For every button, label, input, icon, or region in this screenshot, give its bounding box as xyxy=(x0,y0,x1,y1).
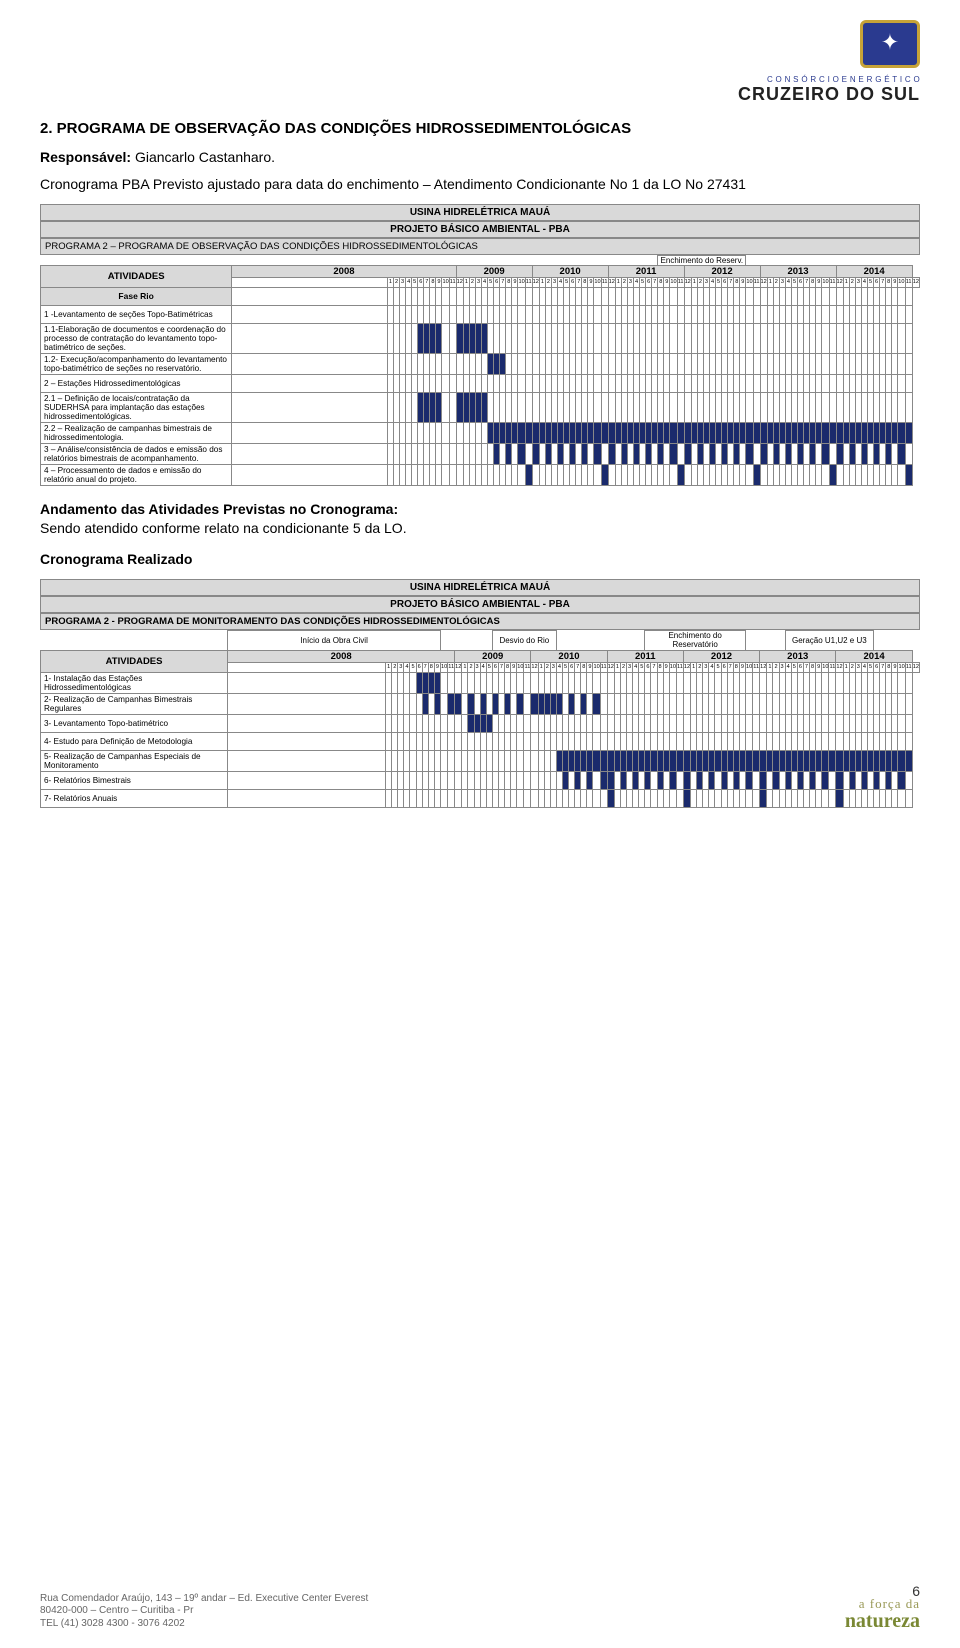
footer-line2: 80420-000 – Centro – Curitiba - Pr xyxy=(40,1605,193,1616)
responsible-name: Giancarlo Castanharo. xyxy=(135,149,275,165)
section-title: 2. PROGRAMA DE OBSERVAÇÃO DAS CONDIÇÕES … xyxy=(40,120,920,137)
gantt-block-1: USINA HIDRELÉTRICA MAUÁ PROJETO BÁSICO A… xyxy=(40,204,920,486)
footer-line3: TEL (41) 3028 4300 - 3076 4202 xyxy=(40,1618,185,1629)
program-band-1: PROGRAMA 2 – PROGRAMA DE OBSERVAÇÃO DAS … xyxy=(40,238,920,255)
andamento-block: Andamento das Atividades Previstas no Cr… xyxy=(40,500,920,538)
gantt-table-1: Enchimento do Reserv.ATIVIDADES200820092… xyxy=(40,255,920,486)
page-number: 6 xyxy=(912,1583,920,1599)
projeto-band: PROJETO BÁSICO AMBIENTAL - PBA xyxy=(40,221,920,238)
tagline: a força da natureza xyxy=(845,1596,920,1630)
andamento-title: Andamento das Atividades Previstas no Cr… xyxy=(40,501,398,517)
usina-band-2: USINA HIDRELÉTRICA MAUÁ xyxy=(40,579,920,596)
footer-address: Rua Comendador Araújo, 143 – 19º andar –… xyxy=(40,1593,368,1631)
program-band-2: PROGRAMA 2 - PROGRAMA DE MONITORAMENTO D… xyxy=(40,613,920,630)
tagline-2: natureza xyxy=(845,1612,920,1630)
footer-line1: Rua Comendador Araújo, 143 – 19º andar –… xyxy=(40,1593,368,1604)
projeto-band-2: PROJETO BÁSICO AMBIENTAL - PBA xyxy=(40,596,920,613)
brand-tag: C O N S Ó R C I O E N E R G É T I C O xyxy=(738,75,920,84)
gantt-block-2: USINA HIDRELÉTRICA MAUÁ PROJETO BÁSICO A… xyxy=(40,579,920,808)
brand-name: CRUZEIRO DO SUL xyxy=(738,84,920,105)
responsible-label: Responsável: xyxy=(40,149,131,165)
brand-logo: C O N S Ó R C I O E N E R G É T I C O CR… xyxy=(738,20,920,105)
andamento-text: Sendo atendido conforme relato na condic… xyxy=(40,520,407,536)
page-footer: Rua Comendador Araújo, 143 – 19º andar –… xyxy=(40,1593,920,1631)
responsible-line: Responsável: Giancarlo Castanharo. xyxy=(40,149,920,165)
usina-band: USINA HIDRELÉTRICA MAUÁ xyxy=(40,204,920,221)
cronograma-top-text: Cronograma PBA Previsto ajustado para da… xyxy=(40,175,920,194)
gantt-table-2: Início da Obra CivilDesvio do RioEnchime… xyxy=(40,630,920,808)
crono-realizado-title: Cronograma Realizado xyxy=(40,551,192,567)
